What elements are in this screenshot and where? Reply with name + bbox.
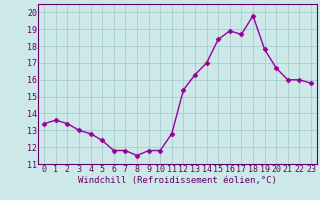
X-axis label: Windchill (Refroidissement éolien,°C): Windchill (Refroidissement éolien,°C) [78, 176, 277, 185]
